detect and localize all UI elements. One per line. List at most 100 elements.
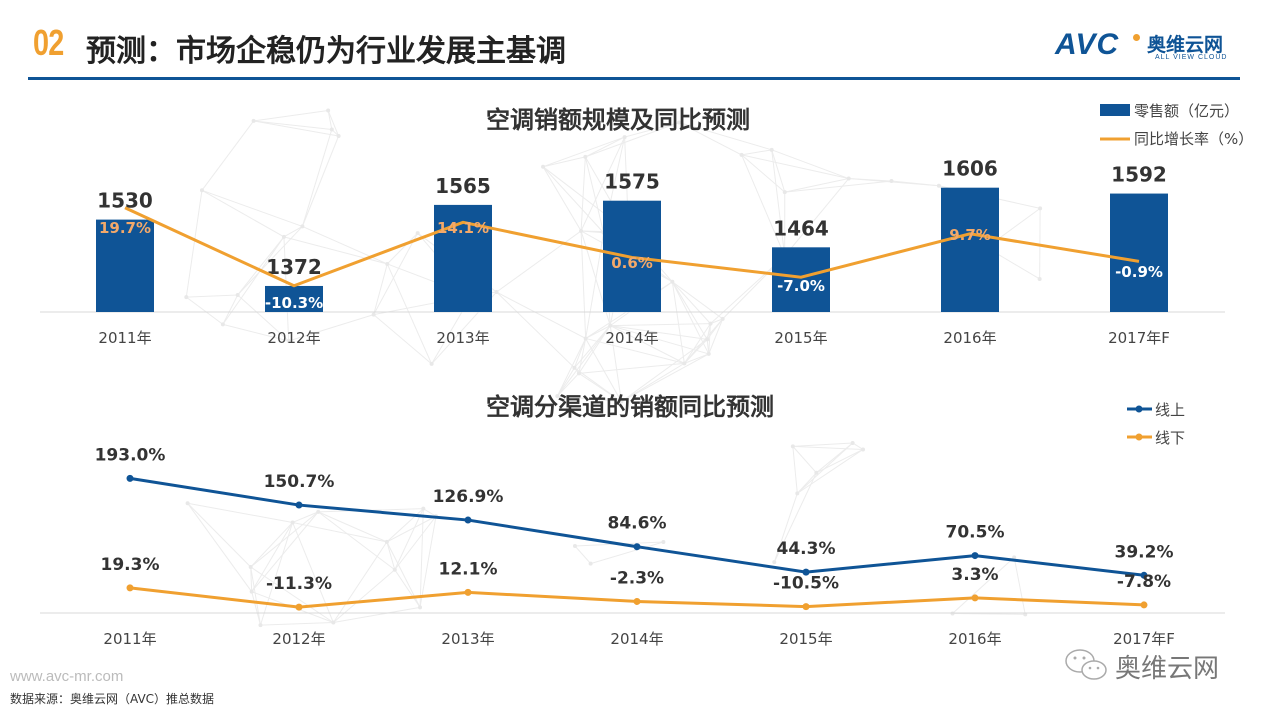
legend-online-label: 线上 [1155,401,1185,419]
network-edge [671,281,685,364]
network-node [286,338,291,343]
wechat-account-label: 奥维云网 [1115,654,1220,684]
x-tick-label: 2015年 [779,630,832,648]
network-node [619,399,624,404]
network-edge [419,508,424,608]
offline-value-label: 12.1% [439,559,498,579]
network-node [588,561,593,566]
network-edge [684,353,709,364]
network-edge [251,591,261,626]
network-edge [672,281,723,320]
x-tick-label: 2014年 [610,630,663,648]
legend-bar-swatch [1100,104,1130,116]
network-node [336,134,341,139]
network-edge [317,511,396,571]
network-edge [792,446,798,494]
network-edge [250,511,319,568]
network-edge [386,515,437,543]
bar-value-label: 1592 [1111,163,1167,187]
network-edge [187,502,253,592]
x-tick-label: 2013年 [436,329,489,347]
online-point [1140,571,1148,579]
network-node [494,290,499,295]
network-node [670,279,675,284]
chart2-title: 空调分渠道的销额同比预测 [486,393,774,421]
network-node [705,337,710,342]
network-node [622,135,627,140]
network-edge [186,294,238,298]
network-edge [542,156,586,168]
network-node [290,520,295,525]
network-node [682,361,687,366]
network-edge [796,472,817,494]
network-edge [186,296,224,325]
network-edge [283,236,388,265]
network-edge [301,129,333,227]
network-edge [542,166,582,232]
legend-offline-marker [1135,433,1143,441]
online-point [633,543,641,551]
growth-rate-label: 14.1% [437,219,489,237]
network-node [572,543,577,548]
x-tick-label: 2013年 [441,630,494,648]
chart1-title: 空调销额规模及同比预测 [486,106,750,134]
network-edge [706,318,724,340]
offline-value-label: 3.3% [951,565,998,585]
x-tick-label: 2016年 [948,630,1001,648]
logo-mark: AVC [1055,28,1120,61]
network-node [861,447,866,452]
network-edge [792,446,817,474]
network-edge [187,502,252,568]
network-edge [253,120,332,130]
network-node [583,154,588,159]
offline-point [802,603,810,611]
data-source-note: 数据来源：奥维云网（AVC）推总数据 [10,692,215,706]
network-edge [496,230,582,293]
online-point [802,568,810,576]
network-edge [585,136,625,158]
logo-dot-icon [1133,34,1140,41]
legend-line-label: 同比增长率（%） [1134,130,1253,148]
network-node [220,322,225,327]
network-edge [792,445,864,450]
network-edge [250,566,261,626]
network-edge [585,337,685,364]
network-node [555,394,560,399]
network-node [392,567,397,572]
network-edge [327,110,333,130]
network-edge [260,622,334,626]
offline-point [126,584,134,592]
network-node [185,501,190,506]
network-edge [610,325,708,340]
offline-point [464,588,472,596]
network-node [795,491,800,496]
network-edge [771,149,786,257]
network-edge [581,230,604,234]
avc-logo: AVC 奥维云网 ALL VIEW CLOUD [1055,28,1245,68]
network-node [249,589,254,594]
network-edge [237,294,290,342]
network-edge [250,522,293,568]
network-edge [496,291,586,339]
network-node [1037,276,1042,281]
offline-value-label: 19.3% [101,555,160,575]
network-edge [373,314,432,365]
network-node [661,539,666,544]
network-edge [784,178,849,193]
network-edge [848,178,892,182]
growth-rate-label: -0.9% [1115,263,1163,281]
network-node [708,321,713,326]
network-node [739,152,744,157]
network-node [281,234,286,239]
network-node [429,361,434,366]
growth-rate-label: 19.7% [99,219,151,237]
offline-value-label: -10.5% [773,574,839,594]
bar-value-label: 1575 [604,170,660,194]
growth-rate-label: 0.6% [611,254,653,272]
network-edge [260,522,294,626]
network-edge [610,325,685,364]
network-node [772,560,777,565]
network-edge [394,569,421,608]
network-edge [710,318,723,325]
network-edge [394,508,424,570]
